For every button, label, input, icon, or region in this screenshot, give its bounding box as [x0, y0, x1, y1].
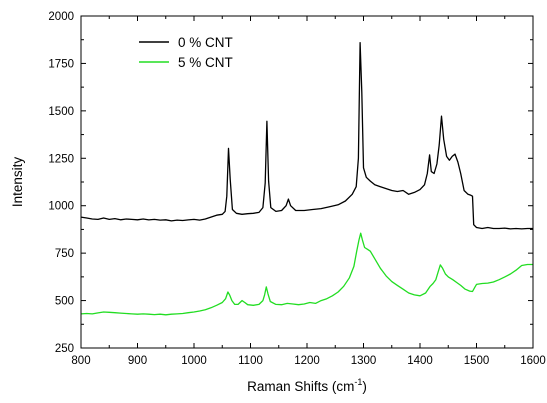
axes: 800 900 1000 1100 1200 1300 1400 1500 1600 250 500…	[48, 11, 545, 367]
x-axis-title: Raman Shifts (cm-1)	[247, 377, 367, 394]
y-tick-label: 500	[55, 296, 74, 308]
x-axis-title-main: Raman Shifts (cm	[247, 379, 354, 394]
y-tick-label: 1750	[48, 58, 74, 70]
x-tick-label: 1500	[464, 355, 490, 367]
series-line-0	[80, 41, 533, 230]
x-tick-label: 1100	[238, 355, 263, 367]
series-line-1	[80, 232, 533, 316]
x-tick-label: 1200	[294, 355, 320, 367]
legend-label-0: 0 % CNT	[178, 35, 233, 50]
x-tick-label: 900	[128, 355, 147, 367]
x-axis-title-superscript: -1	[354, 377, 362, 387]
x-tick-label: 1000	[181, 355, 207, 367]
plot-frame	[80, 15, 534, 349]
y-tick-label: 1500	[48, 106, 74, 118]
x-tick-label: 1300	[351, 355, 377, 367]
y-tick-label: 1250	[48, 153, 74, 165]
y-tick-label: 2000	[48, 11, 74, 23]
x-tick-label: 1400	[407, 355, 433, 367]
y-tick-label: 250	[55, 343, 74, 355]
y-tick-label: 1000	[48, 201, 74, 213]
legend: 0 % CNT 5 % CNT	[139, 35, 233, 70]
x-axis-title-tail: )	[362, 379, 367, 394]
y-axis-title: Intensity	[10, 157, 25, 208]
legend-label-1: 5 % CNT	[178, 55, 233, 70]
plot-lines	[80, 41, 533, 316]
y-tick-label: 750	[55, 248, 74, 260]
x-tick-label: 800	[71, 355, 90, 367]
x-tick-label: 1600	[520, 355, 546, 367]
